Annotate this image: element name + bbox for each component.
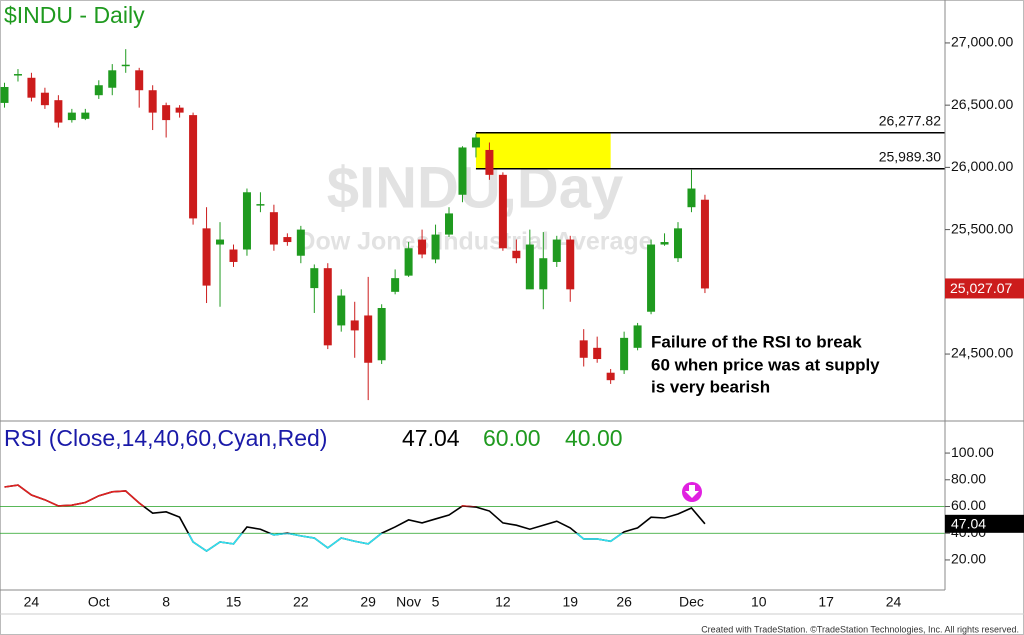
marks [0, 49, 945, 552]
x-tick-label: 12 [495, 594, 511, 610]
rsi-line-upper [4, 484, 477, 507]
candle-body [620, 337, 629, 371]
candle-body [13, 74, 22, 76]
candle-body [216, 239, 225, 245]
x-tick-label: 22 [293, 594, 309, 610]
candle-body [202, 228, 211, 286]
footer: Created with TradeStation. ©TradeStation… [701, 624, 1019, 634]
x-tick-label: 5 [432, 594, 440, 610]
signal-icon [682, 482, 702, 502]
x-tick-label: 8 [162, 594, 170, 610]
annotation: 60 when price was at supply [651, 355, 880, 374]
watermark-subtitle: Dow Jones Industrial Average [297, 228, 652, 256]
candle-body [552, 239, 561, 262]
candle-body [40, 92, 49, 106]
candle-body [566, 239, 575, 290]
y-tick-label: 27,000.00 [951, 34, 1013, 50]
rsi-lower: 40.00 [565, 425, 623, 451]
candle-body [687, 188, 696, 208]
y-tick-label: 20.00 [951, 551, 986, 567]
candle-body [539, 258, 548, 290]
candle-body [121, 64, 130, 67]
candle-body [175, 107, 184, 113]
y-tick-label: 26,000.00 [951, 158, 1013, 174]
last-price-tag [945, 278, 1024, 299]
x-tick-label: 26 [616, 594, 632, 610]
x-tick-label: 15 [226, 594, 242, 610]
candle-body [404, 248, 413, 276]
candle-body [350, 320, 359, 331]
candle-body [242, 192, 251, 250]
candle-body [674, 228, 682, 259]
candle-body [418, 239, 427, 255]
x-tick-label: Dec [679, 594, 704, 610]
candle-body [67, 112, 76, 121]
candle-body [337, 295, 346, 326]
rsi-upper: 60.00 [483, 425, 541, 451]
candle-body [0, 86, 9, 103]
rsi-current: 47.04 [402, 425, 460, 451]
y-tick-label: 80.00 [951, 470, 986, 486]
y-tick-label: 26,500.00 [951, 96, 1013, 112]
candle-body [579, 340, 588, 358]
rsi-tag-label: 47.04 [951, 516, 986, 532]
candle-body [485, 149, 494, 175]
candle-body [148, 90, 157, 113]
x-tick-label: 10 [751, 594, 767, 610]
x-tick-label: Nov [396, 594, 421, 610]
candle-body [660, 242, 669, 245]
candle-body [256, 204, 265, 206]
candle-body [135, 70, 144, 91]
candle-body [108, 70, 117, 88]
candle-body [431, 234, 440, 260]
candle-body [471, 137, 480, 148]
x-tick-label: 24 [24, 594, 40, 610]
candle-body [606, 372, 615, 381]
x-tick-label: 17 [818, 594, 834, 610]
x-tick-label: 24 [886, 594, 902, 610]
candle-body [189, 115, 198, 219]
candle-body [81, 112, 90, 119]
supply-zone [475, 132, 611, 169]
level-label: 25,989.30 [879, 148, 941, 164]
candle-body [700, 199, 709, 289]
x-tick-label: 29 [360, 594, 376, 610]
candle-body [512, 250, 521, 259]
y-tick-label: 24,500.00 [951, 345, 1013, 361]
candle-body [364, 315, 373, 363]
candle-body [54, 100, 63, 123]
candle-body [593, 347, 602, 360]
candle-body [27, 77, 36, 98]
candle-body [323, 268, 332, 346]
candle-body [377, 308, 386, 361]
candle-body [633, 325, 642, 348]
candle-body [310, 268, 319, 289]
chart-title: $INDU - Daily [4, 2, 145, 28]
level-label: 26,277.82 [879, 113, 941, 129]
candle-body [94, 85, 103, 96]
annotation: is very bearish [651, 377, 770, 396]
candle-body [296, 229, 305, 256]
candle-body [391, 278, 400, 292]
rsi-line-lower [187, 533, 624, 552]
y-tick-label: 25,500.00 [951, 220, 1013, 236]
candle-body [283, 237, 292, 243]
rsi-title: RSI (Close,14,40,60,Cyan,Red) [4, 425, 327, 451]
candle-body [269, 212, 278, 245]
last-price-label: 25,027.07 [950, 280, 1012, 296]
candle-body [647, 244, 656, 312]
x-tick-label: Oct [88, 594, 110, 610]
candle-body [458, 147, 467, 195]
candle-body [229, 249, 238, 262]
candle-body [162, 105, 171, 121]
y-tick-label: 100.00 [951, 444, 994, 460]
rsi-tag [945, 514, 1024, 533]
candle-body [498, 174, 507, 249]
x-tick-label: 19 [562, 594, 578, 610]
annotation: Failure of the RSI to break [651, 332, 862, 351]
candle-body [525, 244, 534, 290]
y-tick-label: 60.00 [951, 497, 986, 513]
candle-body [445, 213, 454, 235]
